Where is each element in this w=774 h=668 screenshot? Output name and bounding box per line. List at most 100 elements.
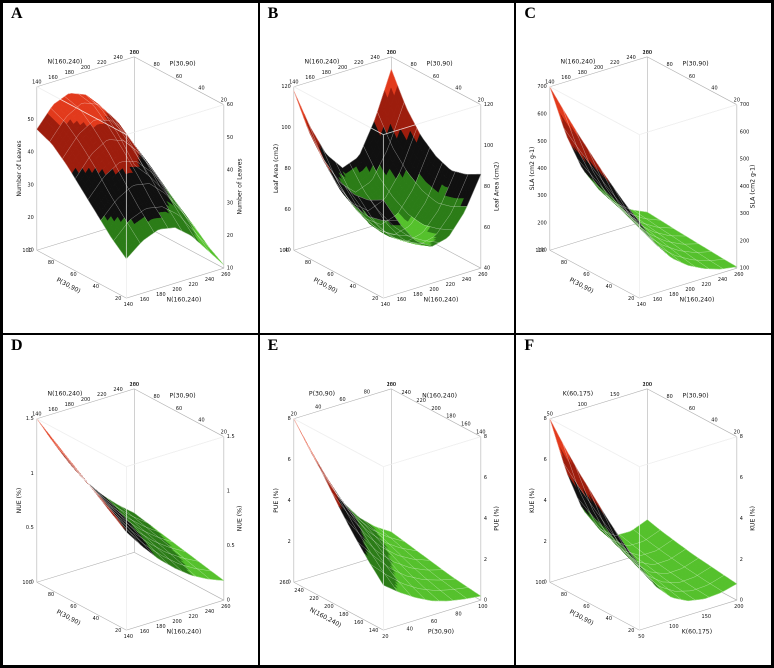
z-tick-left: 80 (284, 166, 290, 172)
z-tick-left: 8 (287, 416, 290, 422)
panel-F: F 50 50 100 100 150 150 200 200 20 20 40 40 60 60 80 80… (515, 334, 772, 666)
surface-gridline (293, 69, 392, 169)
surface-gridline (331, 492, 430, 561)
x-tick-top: 200 (81, 65, 90, 71)
surface-plot-pue: 2020404060608080100100140140160160180180… (273, 382, 501, 640)
x-tick-top: 260 (130, 382, 139, 388)
x-tick-bottom: 200 (686, 287, 695, 293)
surface-plot-kue: 5050100100150150200200202040406060808010… (529, 382, 757, 640)
box-front-edge (36, 418, 127, 467)
surface-gridline (307, 445, 398, 592)
surface-plot-nue: 1401401601601801802002002202202402402602… (16, 382, 244, 640)
z-axis-title-right: PUE (%) (493, 506, 500, 531)
y-tick-top: 140 (476, 430, 485, 436)
panel-label-C: C (524, 5, 536, 22)
x-tick-top: 240 (627, 55, 636, 61)
box-edge (382, 599, 481, 631)
z-tick-right: 40 (483, 266, 489, 272)
box-edge (550, 388, 648, 420)
surface-gridline (120, 505, 211, 580)
z-tick-right: 40 (227, 168, 233, 174)
surface-gridline (64, 96, 155, 233)
y-tick-top: 80 (154, 62, 160, 68)
x-tick-bottom: 140 (380, 302, 389, 308)
z-tick-right: 300 (740, 211, 749, 217)
y-tick-top: 20 (221, 98, 227, 104)
x-tick-top: 240 (370, 55, 379, 61)
box-front-edge (293, 418, 384, 467)
y-tick-top: 60 (176, 74, 182, 80)
x-tick-top: 260 (643, 50, 652, 56)
surface-gridline (134, 164, 225, 266)
x-tick-bottom: 160 (140, 629, 149, 635)
surface-gridline (369, 174, 468, 246)
y-axis-title-bottom: P(30,90) (55, 609, 81, 627)
y-tick-bottom: 60 (327, 272, 333, 278)
z-tick-right: 1.5 (227, 434, 235, 440)
y-tick-top: 100 (130, 50, 139, 56)
y-tick-top: 80 (667, 62, 673, 68)
surface-gridline (64, 457, 155, 556)
x-tick-bottom: 240 (718, 277, 727, 283)
y-tick-bottom: 140 (369, 628, 378, 634)
x-tick-bottom: 200 (429, 287, 438, 293)
z-tick-left: 300 (538, 193, 547, 199)
box-edge (293, 388, 392, 420)
y-tick-bottom: 40 (93, 616, 99, 622)
x-tick-top: 260 (130, 50, 139, 56)
box-edge (550, 220, 648, 251)
y-tick-top: 80 (154, 394, 160, 400)
x-tick-top: 80 (363, 389, 369, 395)
surface-gridline (36, 93, 135, 165)
surface-gridline (62, 450, 160, 533)
panel-label-E: E (267, 337, 279, 354)
surface-gridline (335, 162, 425, 245)
box-edge (36, 249, 127, 299)
y-tick-bottom: 100 (22, 248, 31, 254)
z-tick-right: 0.5 (227, 543, 235, 549)
y-axis-title-top: P(30,90) (426, 60, 452, 67)
box-front-edge (382, 104, 481, 135)
z-tick-right: 600 (740, 129, 749, 135)
box-edge (550, 56, 648, 88)
panel-D: D 140 140 160 160 180 180 200 200 220 220 240 240 26… (2, 334, 259, 666)
x-tick-bottom: 240 (205, 277, 214, 283)
y-tick-top: 60 (689, 74, 695, 80)
y-axis-title-bottom: P(30,90) (55, 277, 81, 295)
x-tick-top: 160 (305, 75, 314, 81)
surface-gridline (321, 146, 411, 237)
x-tick-top: 160 (48, 75, 57, 81)
y-axis-title-bottom: P(30,90) (569, 277, 595, 295)
x-tick-bottom: 260 (221, 272, 230, 278)
x-tick-bottom: 140 (124, 634, 133, 640)
x-tick-bottom: 180 (156, 624, 165, 630)
box-edge (639, 599, 738, 631)
box-edge (550, 249, 640, 299)
z-tick-right: 80 (483, 184, 489, 190)
panel-label-A: A (11, 5, 23, 22)
x-tick-bottom: 160 (396, 297, 405, 303)
z-tick-right: 20 (227, 233, 233, 239)
surface-gridline (382, 174, 481, 247)
y-tick-bottom: 100 (22, 580, 31, 586)
z-tick-right: 8 (483, 434, 486, 440)
y-tick-bottom: 20 (372, 296, 378, 302)
surface-gridline (36, 129, 127, 259)
surface-gridline (549, 86, 648, 213)
x-tick-top: 220 (610, 60, 619, 66)
y-tick-top: 80 (410, 62, 416, 68)
surface-plot-sla: 1401401601601801802002002202202402402602… (529, 50, 757, 308)
surface-gridline (633, 209, 724, 270)
y-tick-bottom: 80 (561, 260, 567, 266)
surface-gridline (382, 584, 481, 602)
x-tick-bottom: 100 (478, 604, 487, 610)
x-tick-top: 180 (65, 70, 74, 76)
x-tick-top: 20 (290, 412, 296, 418)
y-tick-bottom: 60 (584, 272, 590, 278)
y-tick-top: 200 (431, 406, 440, 412)
surface-gridline (348, 162, 439, 243)
x-tick-top: 180 (321, 70, 330, 76)
x-axis-title-bottom: N(160,240) (167, 297, 202, 304)
surface-gridline (349, 508, 439, 602)
